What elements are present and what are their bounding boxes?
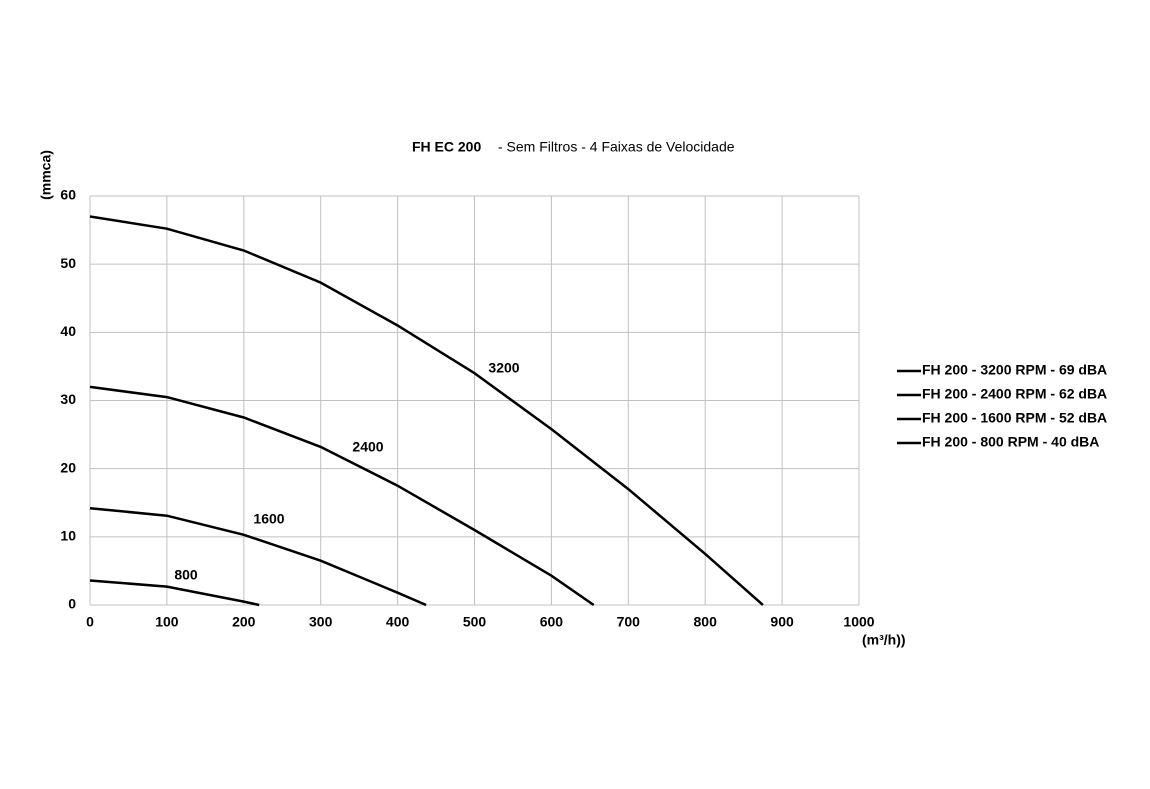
y-tick-label: 50 bbox=[60, 255, 76, 271]
x-tick-label: 500 bbox=[463, 614, 487, 630]
legend-label: FH 200 - 3200 RPM - 69 dBA bbox=[922, 362, 1107, 378]
y-tick-label: 20 bbox=[60, 459, 76, 475]
x-tick-label: 100 bbox=[155, 614, 179, 630]
y-tick-label: 40 bbox=[60, 323, 76, 339]
curve-label: 3200 bbox=[488, 360, 519, 376]
curve-label: 2400 bbox=[352, 439, 383, 455]
y-tick-label: 30 bbox=[60, 391, 76, 407]
x-tick-label: 0 bbox=[86, 614, 94, 630]
legend-label: FH 200 - 2400 RPM - 62 dBA bbox=[922, 386, 1107, 402]
series-line bbox=[89, 506, 427, 607]
x-tick-label: 300 bbox=[309, 614, 333, 630]
x-tick-label: 1000 bbox=[843, 614, 874, 630]
series-line bbox=[89, 579, 260, 607]
y-axis-label: (mmca) bbox=[38, 150, 54, 200]
x-tick-label: 400 bbox=[386, 614, 410, 630]
y-tick-label: 0 bbox=[68, 596, 76, 612]
chart-title: FH EC 200 bbox=[412, 139, 481, 155]
chart-subtitle: - Sem Filtros - 4 Faixas de Velocidade bbox=[498, 139, 735, 155]
y-tick-label: 10 bbox=[60, 528, 76, 544]
series-line bbox=[89, 215, 764, 606]
x-axis-label: (m³/h)) bbox=[862, 632, 906, 648]
x-tick-label: 600 bbox=[540, 614, 564, 630]
x-tick-label: 900 bbox=[770, 614, 794, 630]
legend-label: FH 200 - 1600 RPM - 52 dBA bbox=[922, 410, 1107, 426]
x-tick-label: 700 bbox=[617, 614, 641, 630]
curve-label: 800 bbox=[174, 567, 198, 583]
x-tick-label: 200 bbox=[232, 614, 256, 630]
series-line bbox=[89, 385, 595, 607]
curve-label: 1600 bbox=[253, 511, 284, 527]
legend-label: FH 200 - 800 RPM - 40 dBA bbox=[922, 434, 1099, 450]
x-tick-label: 800 bbox=[694, 614, 718, 630]
y-tick-label: 60 bbox=[60, 187, 76, 203]
